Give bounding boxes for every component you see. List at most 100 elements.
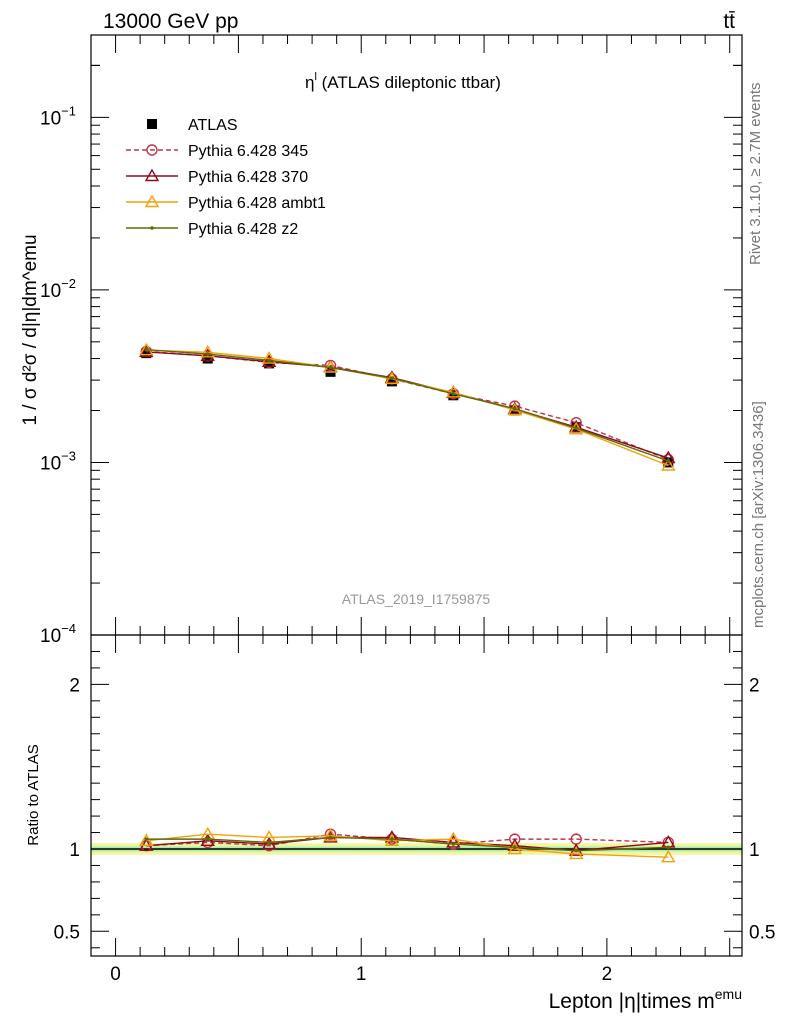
data-point: [141, 348, 152, 359]
ratio-data-point: [205, 837, 210, 841]
ratio-series-line: [146, 833, 669, 847]
legend-entry: ATLAS: [147, 117, 238, 134]
x-axis-label: Lepton |η|times memu: [549, 986, 742, 1013]
ratio-data-point: [267, 840, 271, 845]
legend-entry: Pythia 6.428 ambt1: [126, 194, 326, 212]
main-title-rest: (ATLAS dileptonic ttbar): [317, 73, 501, 92]
main-title-sup: l: [314, 71, 316, 83]
data-point: [451, 391, 456, 396]
y-tick-label: 10−1: [40, 103, 76, 129]
y-tick-label: 10−2: [40, 276, 76, 302]
ratio-data-point: [446, 835, 461, 848]
ratio-y-tick-label-right: 1: [749, 840, 760, 861]
ratio-data-point: [328, 835, 333, 840]
data-point: [509, 400, 521, 412]
series-pythia-6-428-345: [140, 345, 675, 466]
series-line: [146, 349, 669, 462]
main-title: ηl (ATLAS dileptonic ttbar): [305, 71, 501, 92]
series-pythia-6-428-ambt1: [139, 342, 676, 471]
series-pythia-6-428-z2: [144, 347, 671, 463]
x-axis-label-main: Lepton |η|times m: [549, 990, 715, 1013]
data-point: [512, 406, 517, 411]
ratio-data-point: [507, 841, 522, 855]
x-tick-label: 0: [110, 964, 121, 985]
x-tick-label: 2: [602, 964, 613, 985]
data-point: [568, 419, 584, 433]
y-tick-label: 10−3: [40, 448, 76, 474]
data-point: [205, 352, 210, 356]
y-tick-label-exp: −2: [61, 276, 76, 291]
y-tick-label-exp: −4: [61, 621, 76, 636]
series-line: [146, 350, 669, 461]
data-point: [139, 344, 154, 358]
main-ticks: 10−110−210−310−4: [40, 34, 742, 647]
ratio-data-point: [323, 828, 338, 842]
data-point: [202, 353, 213, 364]
data-point: [328, 365, 333, 370]
ratio-data-point: [390, 837, 394, 841]
ratio-y-tick-label-right: 2: [749, 675, 760, 696]
ratio-data-point: [200, 833, 215, 846]
x-tick-label: 1: [356, 964, 367, 985]
legend: ATLAS Pythia 6.428 345 Pythia 6.428 370 Pyt…: [126, 117, 326, 238]
ratio-ticks: 0 1 2 0.5 0.5 1 1 2 2: [54, 634, 775, 985]
y-tick-label-exp: −1: [61, 103, 76, 118]
legend-marker: [150, 226, 154, 230]
y-tick-label-base: 10: [40, 108, 61, 129]
main-title-main: η: [305, 73, 314, 92]
data-point: [267, 358, 271, 363]
legend-marker: [144, 168, 160, 182]
main-ylabel: 1 / σ d²σ / d|η|dm^emu: [20, 234, 41, 425]
watermark: ATLAS_2019_I1759875: [342, 591, 491, 607]
ratio-data-point: [451, 842, 456, 846]
data-point: [661, 458, 676, 471]
legend-label: ATLAS: [188, 117, 238, 134]
ratio-data-point: [384, 830, 400, 843]
ratio-data-point: [661, 849, 676, 863]
legend-entry: Pythia 6.428 370: [126, 168, 308, 186]
y-tick-label: 10−4: [40, 621, 76, 647]
legend-label: Pythia 6.428 345: [188, 143, 308, 160]
x-axis-label-sup: emu: [715, 986, 742, 1002]
ratio-y-tick-label-left: 0.5: [54, 922, 80, 943]
data-point: [261, 351, 277, 364]
mcplots-label: mcplots.cern.ch [arXiv:1306.3436]: [750, 401, 767, 628]
ratio-data-point: [507, 838, 522, 851]
ratio-data-point: [139, 833, 154, 846]
data-point: [386, 376, 397, 387]
series-line: [146, 351, 669, 459]
series-atlas: [141, 348, 674, 468]
header-left: 13000 GeV pp: [103, 10, 238, 33]
ratio-panel: 0 1 2 0.5 0.5 1 1 2 2 Ratio to ATLAS Lepton |η|t…: [25, 634, 775, 1013]
data-point: [144, 347, 149, 352]
ratio-series: [139, 826, 676, 863]
data-point: [200, 348, 215, 361]
ratio-data-point: [261, 836, 277, 850]
legend-label: Pythia 6.428 z2: [188, 221, 298, 238]
ratio-y-tick-label-left: 1: [69, 840, 80, 861]
data-point: [390, 376, 394, 380]
data-point: [446, 384, 461, 398]
legend-entry: Pythia 6.428 z2: [126, 221, 298, 238]
ratio-data-point: [144, 837, 149, 841]
ratio-ylabel: Ratio to ATLAS: [25, 744, 42, 845]
legend-label: Pythia 6.428 370: [188, 169, 308, 186]
legend-label: Pythia 6.428 ambt1: [188, 195, 326, 212]
series-pythia-6-428-370: [139, 344, 676, 464]
ratio-series-pythia-6-428-z2: [144, 835, 671, 853]
rivet-label: Rivet 3.1.10, ≥ 2.7M events: [747, 83, 764, 266]
header-right: tt̄: [723, 10, 735, 33]
ratio-frame: [90, 634, 743, 957]
ratio-data-point: [512, 845, 517, 850]
data-point: [666, 459, 671, 463]
ratio-data-point: [666, 845, 671, 850]
y-tick-label-base: 10: [40, 626, 61, 647]
main-panel: 10−110−210−310−4 ηl (ATLAS dileptonic tt…: [20, 34, 743, 647]
series-line: [146, 349, 669, 467]
legend-marker: [146, 144, 158, 156]
data-point: [200, 344, 215, 358]
ratio-data-point: [574, 848, 578, 853]
legend-entry: Pythia 6.428 345: [126, 143, 308, 160]
y-tick-label-exp: −3: [61, 448, 76, 463]
